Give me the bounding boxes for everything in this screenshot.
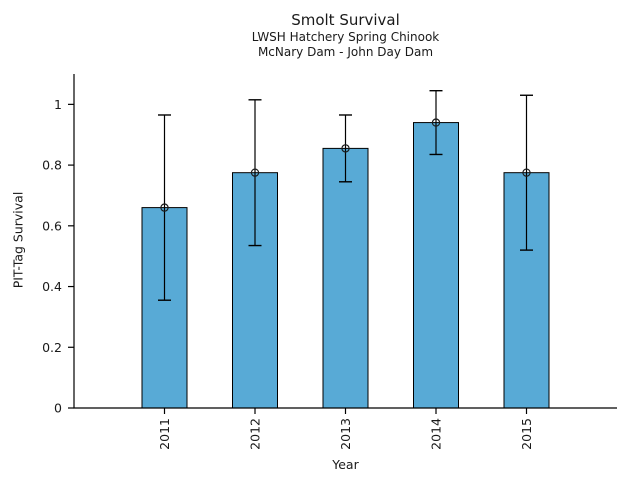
x-tick-label: 2015 bbox=[519, 418, 534, 450]
y-tick-label: 0 bbox=[54, 401, 62, 416]
y-tick-label: 0.2 bbox=[42, 340, 62, 355]
bar-2014 bbox=[413, 122, 459, 409]
bar-2013 bbox=[322, 147, 369, 409]
point-marker-2014 bbox=[431, 118, 441, 127]
point-marker-2015 bbox=[522, 168, 531, 177]
x-tick-label: 2011 bbox=[157, 418, 172, 450]
chart-subtitle-line2: McNary Dam - John Day Dam bbox=[257, 45, 434, 59]
chart-title: Smolt Survival bbox=[291, 11, 400, 29]
x-tick-label: 2012 bbox=[248, 418, 263, 450]
y-axis-label: PIT-Tag Survival bbox=[10, 191, 26, 289]
point-marker-2011 bbox=[160, 203, 169, 212]
point-marker-2013 bbox=[341, 144, 350, 153]
x-axis-label: Year bbox=[332, 457, 359, 472]
point-marker-2012 bbox=[250, 168, 260, 177]
chart-subtitle-line1: LWSH Hatchery Spring Chinook bbox=[251, 30, 440, 44]
x-tick-label: 2014 bbox=[429, 418, 444, 450]
y-tick-label: 0.6 bbox=[42, 218, 62, 233]
y-tick-label: 0.4 bbox=[42, 279, 62, 294]
x-tick-label: 2013 bbox=[338, 418, 353, 450]
y-tick-label: 1 bbox=[54, 97, 62, 112]
y-tick-label: 0.8 bbox=[42, 158, 62, 173]
